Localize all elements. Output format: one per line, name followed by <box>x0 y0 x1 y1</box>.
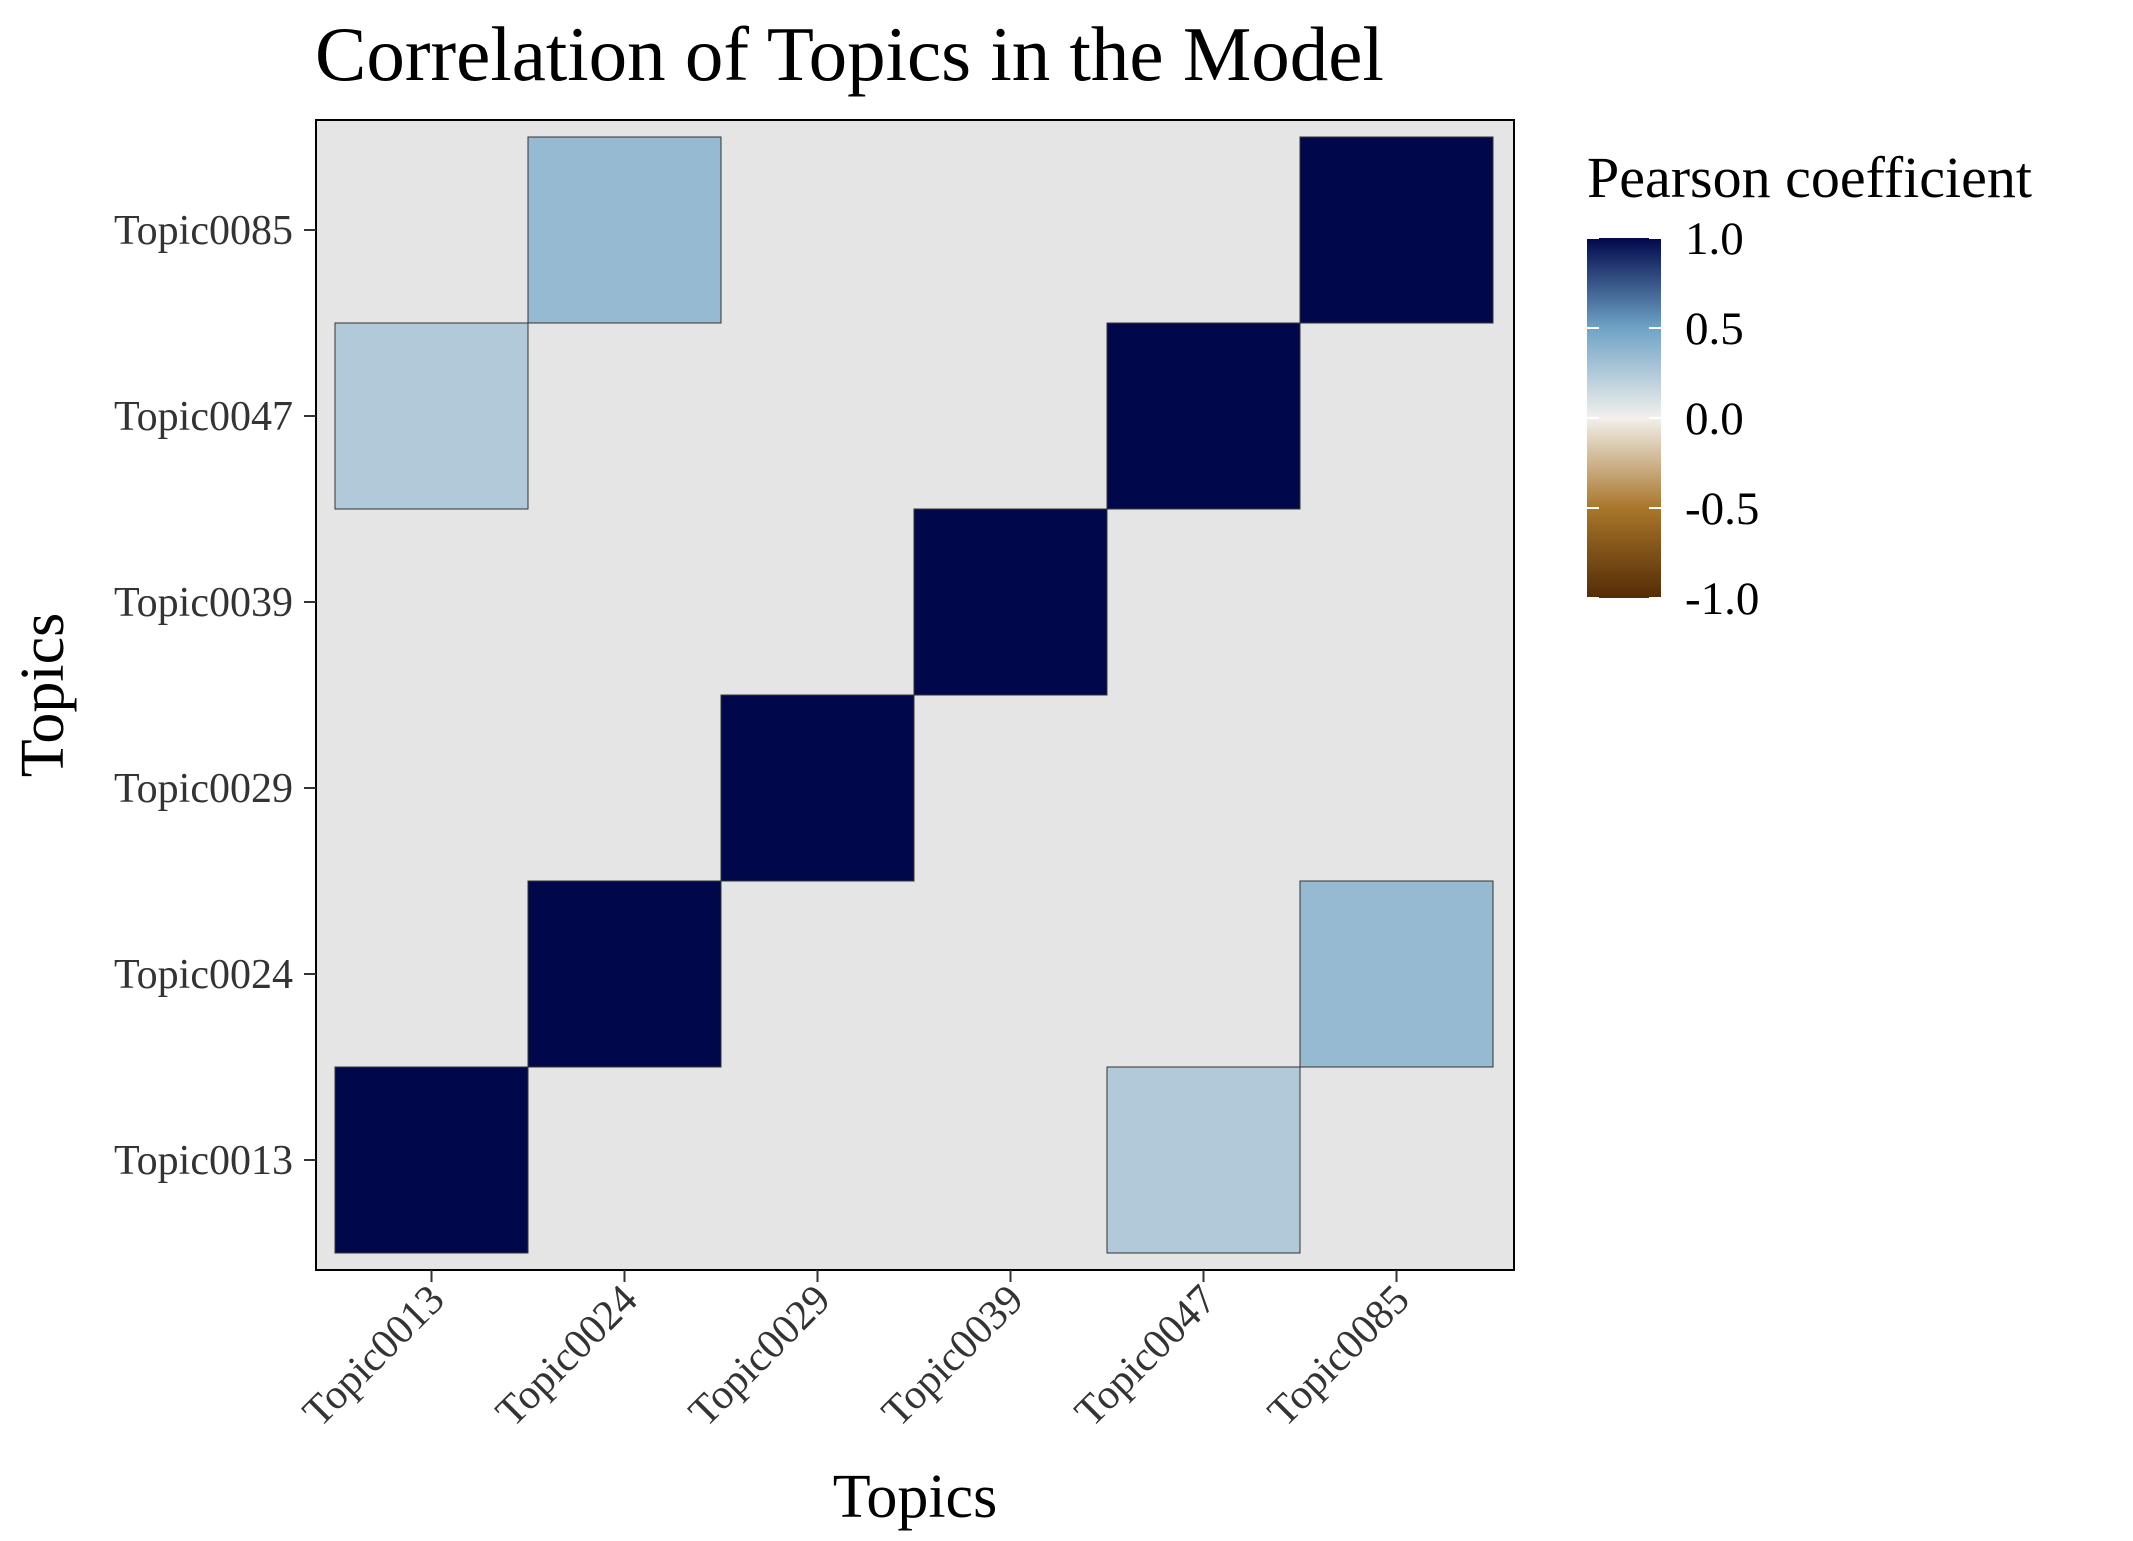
heatmap-cell <box>1299 136 1494 324</box>
legend-ticks: 1.0 0.5 0.0 -0.5 -1.0 <box>1587 213 1759 625</box>
heatmap-cell <box>527 136 722 324</box>
legend-title: Pearson coefficient <box>1587 145 2032 210</box>
heatmap-cells <box>334 136 1494 1254</box>
chart-title: Correlation of Topics in the Model <box>315 11 1384 97</box>
x-tick-label: Topic0085 <box>1259 1277 1418 1436</box>
y-tick-label: Topic0029 <box>114 766 293 812</box>
heatmap-cell <box>1106 1066 1301 1254</box>
y-tick-label: Topic0085 <box>114 208 293 254</box>
heatmap-cell <box>1106 322 1301 510</box>
legend-tick-label: 0.5 <box>1685 303 1744 355</box>
y-tick-label: Topic0047 <box>114 394 293 440</box>
x-tick-label: Topic0047 <box>1066 1277 1225 1436</box>
y-axis-ticks: Topic0013 Topic0024 Topic0029 Topic0039 Topi… <box>114 208 316 1184</box>
legend-tick-label: 1.0 <box>1685 213 1744 265</box>
y-axis-title: Topics <box>9 613 77 777</box>
x-tick-label: Topic0039 <box>873 1277 1032 1436</box>
heatmap-cell <box>527 880 722 1068</box>
y-tick-label: Topic0039 <box>114 580 293 626</box>
x-axis-ticks: Topic0013 Topic0024 Topic0029 Topic0039 Topi… <box>294 1270 1419 1436</box>
heatmap-cell <box>334 322 529 510</box>
legend-tick-label: -1.0 <box>1685 573 1759 625</box>
legend-colorbar <box>1587 238 1661 598</box>
legend-tick-label: -0.5 <box>1685 483 1759 535</box>
heatmap-cell <box>913 508 1108 696</box>
x-tick-label: Topic0013 <box>294 1277 453 1436</box>
y-tick-label: Topic0024 <box>114 952 293 998</box>
heatmap-cell <box>334 1066 529 1254</box>
y-tick-label: Topic0013 <box>114 1138 293 1184</box>
x-tick-label: Topic0029 <box>680 1277 839 1436</box>
heatmap-cell <box>720 694 915 882</box>
color-legend: Pearson coefficient 1.0 0.5 0.0 -0.5 -1.0 <box>1587 145 2032 625</box>
x-axis-title: Topics <box>833 1463 997 1531</box>
heatmap-cell <box>1299 880 1494 1068</box>
x-tick-label: Topic0024 <box>487 1277 646 1436</box>
legend-tick-label: 0.0 <box>1685 393 1744 445</box>
